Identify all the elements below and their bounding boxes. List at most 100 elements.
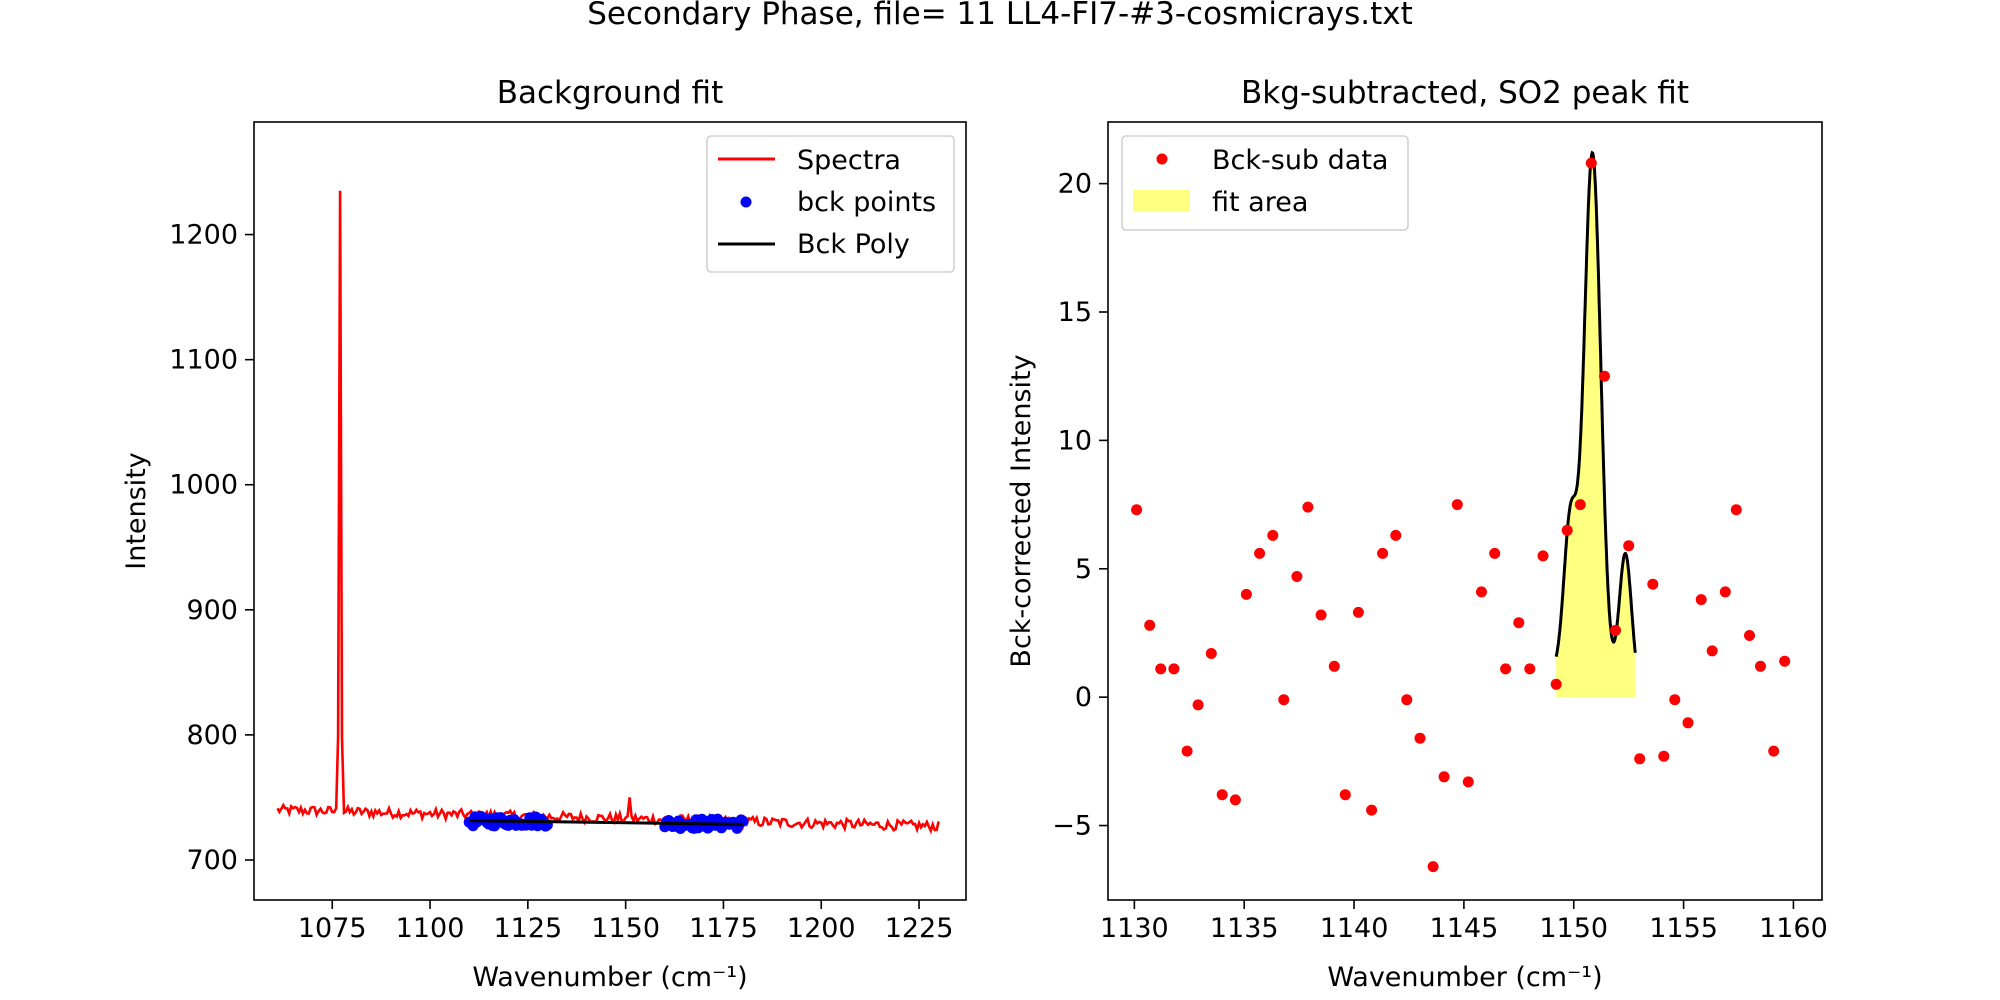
data-point: [1278, 694, 1290, 706]
data-point: [1623, 540, 1635, 552]
data-point: [1366, 804, 1378, 816]
y-tick-label: 10: [1058, 425, 1092, 456]
fit-area: [1556, 152, 1636, 698]
data-point: [1550, 678, 1562, 690]
data-point: [1352, 606, 1364, 618]
data-point: [1610, 624, 1621, 636]
data-point: [1131, 504, 1143, 516]
series-bck-poly: [469, 819, 744, 826]
fit-line: [1554, 150, 1637, 657]
y-tick-label: 15: [1058, 297, 1092, 328]
data-point: [1168, 663, 1180, 675]
x-tick-label: 1130: [1100, 913, 1169, 944]
data-point: [1205, 648, 1217, 659]
data-point: [1537, 550, 1549, 562]
data-point: [1647, 578, 1659, 590]
legend-fit-area-label: fit area: [1212, 187, 1308, 218]
x-tick-label: 1075: [298, 913, 367, 944]
bkg-subtracted-panel: Bkg-subtracted, SO2 peak fit 1130 1135 114…: [1006, 75, 1828, 993]
data-point: [1513, 617, 1525, 629]
data-point: [1144, 619, 1156, 631]
data-point: [1599, 370, 1610, 382]
x-tick-label: 1225: [885, 913, 954, 944]
data-point: [1438, 771, 1450, 783]
data-point: [1192, 699, 1204, 711]
legend-spectra-label: Spectra: [797, 145, 901, 176]
data-point: [1451, 499, 1463, 511]
data-point: [1524, 663, 1536, 675]
data-point: [1462, 776, 1474, 788]
y-tick-label: −5: [1052, 811, 1092, 842]
x-tick-label: 1135: [1210, 913, 1279, 944]
y-tick-label: 800: [186, 720, 238, 751]
x-tick-label: 1100: [396, 913, 465, 944]
data-point: [1730, 504, 1742, 516]
data-point: [1181, 745, 1193, 757]
data-point: [1155, 663, 1167, 675]
x-tick-label: 1150: [1539, 913, 1608, 944]
data-point: [1291, 571, 1303, 582]
legend: Spectra bck points Bck Poly: [706, 135, 955, 273]
legend-bck-points-swatch: [740, 196, 752, 208]
data-point: [1755, 660, 1766, 672]
legend-bck-points-label: bck points: [797, 187, 936, 218]
y-axis-label: Bck-corrected Intensity: [1006, 354, 1037, 667]
data-point: [1489, 547, 1501, 559]
x-tick-label: 1160: [1759, 913, 1828, 944]
data-point: [1229, 794, 1241, 806]
background-fit-panel: Background fit 1075 1100 1125 1150 1175 1200 1…: [121, 75, 967, 993]
data-point: [1315, 609, 1327, 621]
y-tick-label: 0: [1075, 682, 1092, 713]
data-point: [1328, 660, 1340, 672]
legend-data-label: Bck-sub data: [1212, 145, 1388, 176]
data-point: [1658, 750, 1670, 762]
axes-frame: [1107, 121, 1823, 901]
y-tick-label: 20: [1058, 169, 1092, 200]
y-tick-label: 1100: [169, 345, 238, 376]
legend-frame: [1121, 135, 1409, 231]
plot-area: [1108, 122, 1822, 900]
data-point: [1216, 789, 1228, 801]
y-axis-label: Intensity: [121, 452, 152, 570]
data-point: [1254, 547, 1266, 559]
x-axis-label: Wavenumber (cm⁻¹): [472, 962, 747, 993]
legend-fit-area-swatch: [1133, 190, 1190, 212]
data-point: [1414, 732, 1426, 744]
x-tick-label: 1200: [787, 913, 856, 944]
data-point: [1240, 588, 1252, 600]
data-point: [1669, 694, 1681, 706]
legend: Bck-sub data fit area: [1121, 135, 1409, 231]
data-point: [1390, 529, 1402, 541]
data-point: [1634, 753, 1646, 765]
data-point: [1427, 861, 1439, 873]
data-point: [1682, 717, 1694, 729]
panel-title: Bkg-subtracted, SO2 peak fit: [1241, 75, 1689, 111]
data-point: [1779, 655, 1791, 667]
legend-bck-poly-label: Bck Poly: [797, 229, 910, 260]
data-point: [1500, 663, 1512, 675]
y-tick-label: 700: [186, 845, 238, 876]
data-point: [1744, 630, 1755, 641]
data-point: [1561, 524, 1573, 536]
figure-suptitle: Secondary Phase, file= 11 LL4-FI7-#3-cos…: [587, 0, 1413, 32]
legend-data-swatch: [1156, 153, 1168, 165]
x-tick-label: 1150: [591, 913, 660, 944]
data-point: [1695, 594, 1707, 606]
x-tick-label: 1145: [1430, 913, 1499, 944]
data-point: [1267, 529, 1279, 541]
y-tick-label: 1200: [169, 220, 238, 251]
y-tick-label: 1000: [169, 470, 238, 501]
panel-title: Background fit: [497, 75, 723, 111]
data-point: [1339, 789, 1351, 801]
data-point: [1377, 547, 1389, 559]
x-tick-label: 1125: [493, 913, 562, 944]
legend-frame: [706, 135, 955, 273]
series-spectra: [276, 190, 940, 835]
x-tick-label: 1175: [689, 913, 758, 944]
x-axis-label: Wavenumber (cm⁻¹): [1327, 962, 1602, 993]
data-point: [1706, 645, 1718, 657]
data-point: [1302, 501, 1314, 513]
data-point: [1768, 745, 1780, 757]
data-point: [1719, 586, 1731, 598]
